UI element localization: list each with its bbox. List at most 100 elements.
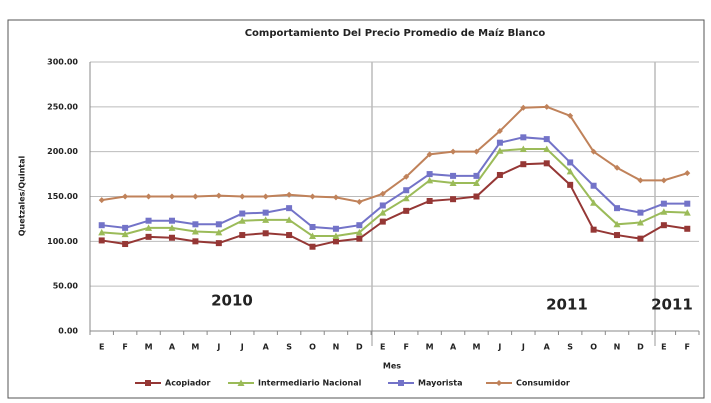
- data-point: [286, 191, 293, 198]
- x-tick-label: A: [544, 343, 551, 352]
- data-point: [379, 202, 386, 209]
- data-point: [215, 221, 222, 228]
- x-tick-label: J: [521, 343, 525, 352]
- data-point: [590, 182, 597, 189]
- data-point: [168, 193, 175, 200]
- data-point: [450, 148, 457, 155]
- data-point: [285, 216, 293, 223]
- data-point: [309, 232, 317, 239]
- y-tick-label: 250.00: [47, 102, 78, 111]
- y-tick-label: 100.00: [47, 237, 78, 246]
- y-tick-label: 0.00: [58, 327, 78, 336]
- x-tick-label: J: [216, 343, 220, 352]
- legend-marker: [237, 379, 245, 386]
- data-point: [543, 103, 550, 110]
- data-point: [567, 112, 574, 119]
- data-point: [215, 228, 223, 236]
- series-line: [101, 136, 688, 230]
- data-point: [637, 177, 644, 184]
- data-point: [566, 167, 574, 175]
- data-point: [122, 224, 129, 231]
- data-point: [145, 193, 152, 200]
- series-line: [101, 162, 688, 248]
- x-tick-label: M: [191, 343, 199, 352]
- y-tick-label: 300.00: [47, 58, 78, 67]
- data-point: [309, 243, 316, 250]
- data-point: [121, 230, 129, 238]
- data-point: [122, 193, 129, 200]
- data-point: [238, 217, 246, 224]
- data-point: [192, 193, 199, 200]
- series-line: [101, 147, 688, 237]
- legend-label: Acopiador: [165, 379, 211, 388]
- data-point: [239, 193, 246, 200]
- data-point: [496, 171, 503, 178]
- x-tick-label: N: [333, 343, 340, 352]
- data-point: [520, 134, 527, 141]
- data-point: [637, 209, 644, 216]
- year-label: 2010: [211, 292, 253, 310]
- data-point: [355, 228, 363, 236]
- data-point: [613, 220, 621, 228]
- x-tick-label: O: [309, 343, 316, 352]
- data-point: [590, 226, 597, 233]
- x-tick-label: J: [240, 343, 244, 352]
- data-point: [496, 128, 503, 135]
- data-point: [215, 240, 222, 247]
- y-tick-label: 50.00: [53, 282, 79, 291]
- data-point: [472, 179, 480, 187]
- data-point: [473, 193, 480, 200]
- legend-label: Mayorista: [418, 379, 463, 388]
- data-point: [543, 136, 550, 143]
- data-point: [332, 232, 340, 239]
- data-point: [426, 171, 433, 178]
- legend-marker: [496, 380, 502, 386]
- data-point: [519, 145, 527, 152]
- data-point: [98, 197, 105, 204]
- data-point: [262, 193, 269, 200]
- x-tick-label: F: [403, 343, 408, 352]
- data-point: [192, 221, 199, 228]
- data-point: [239, 210, 246, 217]
- data-point: [660, 177, 667, 184]
- data-point: [684, 200, 691, 207]
- data-point: [684, 170, 691, 177]
- year-label: 2011: [651, 296, 693, 314]
- data-point: [332, 194, 339, 201]
- legend-marker: [398, 380, 404, 386]
- data-point: [309, 223, 316, 230]
- legend-label: Intermediario Nacional: [258, 379, 362, 388]
- data-point: [262, 216, 270, 223]
- data-point: [215, 192, 222, 199]
- data-point: [403, 187, 410, 194]
- data-point: [449, 179, 457, 187]
- data-point: [496, 147, 504, 154]
- data-point: [636, 219, 644, 226]
- data-point: [168, 217, 175, 224]
- data-point: [286, 232, 293, 239]
- y-axis-label: Quetzales/Quintal: [18, 155, 27, 236]
- data-point: [403, 173, 410, 180]
- data-point: [379, 209, 387, 216]
- legend-marker: [145, 380, 151, 386]
- series-line: [101, 105, 688, 203]
- legend-label: Consumidor: [516, 379, 570, 388]
- data-point: [614, 205, 621, 212]
- data-point: [262, 209, 269, 216]
- data-point: [379, 190, 386, 197]
- data-point: [614, 164, 621, 171]
- data-point: [520, 161, 527, 168]
- x-tick-label: M: [145, 343, 153, 352]
- data-point: [496, 139, 503, 146]
- data-point: [450, 172, 457, 179]
- data-point: [683, 209, 691, 216]
- data-point: [426, 197, 433, 204]
- data-point: [239, 232, 246, 239]
- data-point: [590, 148, 597, 155]
- data-point: [191, 227, 199, 235]
- data-point: [98, 222, 105, 229]
- data-point: [356, 198, 363, 205]
- data-point: [145, 233, 152, 240]
- data-point: [684, 225, 691, 232]
